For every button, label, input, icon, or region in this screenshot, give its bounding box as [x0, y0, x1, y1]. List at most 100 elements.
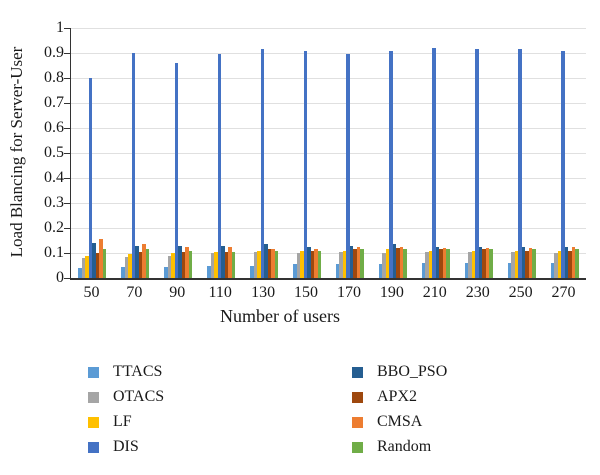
bar-LF-170 — [342, 250, 347, 278]
bar-DIS-210 — [432, 48, 436, 278]
legend-swatch-CMSA — [352, 416, 363, 428]
y-tick-label-0: 0 — [56, 269, 64, 286]
bar-BBO_PSO-230 — [478, 246, 483, 278]
bar-LF-270 — [557, 250, 562, 278]
bar-Random-150 — [317, 250, 322, 278]
bar-DIS-90 — [174, 63, 179, 278]
legend-label-CMSA: CMSA — [377, 413, 423, 430]
bar-DIS-150 — [303, 50, 308, 278]
bar-TTACS-90 — [164, 266, 168, 278]
bar-BBO_PSO-90 — [178, 245, 182, 278]
bar-TTACS-210 — [421, 263, 426, 278]
bar-APX2-210 — [439, 249, 443, 278]
y-tick-mark-0.4 — [64, 177, 70, 179]
y-tick-label-0.8: 0.8 — [44, 69, 64, 86]
x-tick-label-130: 130 — [251, 284, 276, 301]
bar-APX2-170 — [353, 249, 357, 278]
bar-CMSA-70 — [142, 244, 146, 278]
bar-BBO_PSO-70 — [135, 245, 139, 278]
bar-BBO_PSO-210 — [435, 246, 440, 278]
legend-column-1: TTACS OTACS LF DIS — [88, 364, 164, 455]
bar-Random-70 — [145, 249, 150, 278]
x-tick-label-90: 90 — [169, 284, 186, 301]
bar-OTACS-270 — [554, 253, 558, 278]
bar-APX2-150 — [310, 250, 315, 278]
legend-swatch-DIS — [88, 441, 99, 453]
bar-TTACS-130 — [250, 265, 254, 278]
legend-item-OTACS: OTACS — [88, 389, 164, 405]
bar-TTACS-250 — [507, 263, 512, 278]
bar-OTACS-110 — [210, 253, 215, 278]
bar-BBO_PSO-50 — [92, 243, 96, 278]
bar-LF-150 — [300, 250, 304, 278]
bar-group-230 — [457, 28, 500, 278]
bar-DIS-70 — [131, 53, 136, 278]
bar-LF-230 — [471, 250, 476, 278]
bar-LF-190 — [385, 249, 390, 278]
bar-APX2-50 — [95, 253, 100, 278]
bar-TTACS-150 — [293, 264, 297, 278]
bar-Random-270 — [575, 249, 579, 278]
bar-BBO_PSO-190 — [392, 244, 397, 278]
gridline-0.6 — [71, 128, 586, 129]
legend-item-TTACS: TTACS — [88, 364, 164, 380]
bar-DIS-130 — [260, 49, 265, 278]
legend-column-2: BBO_PSO APX2 CMSA Random — [352, 364, 447, 455]
x-axis-title: Number of users — [220, 306, 340, 326]
y-tick-label-0.6: 0.6 — [44, 119, 64, 136]
bar-group-90 — [157, 28, 200, 278]
bar-BBO_PSO-150 — [307, 246, 311, 278]
legend-label-APX2: APX2 — [377, 388, 418, 405]
bar-group-250 — [500, 28, 543, 278]
bar-CMSA-130 — [271, 249, 275, 278]
bar-TTACS-230 — [464, 263, 469, 278]
bar-group-190 — [371, 28, 414, 278]
y-tick-label-1: 1 — [56, 19, 64, 36]
legend-label-Random: Random — [377, 438, 432, 455]
gridline-0.8 — [71, 78, 586, 79]
x-tick-label-150: 150 — [294, 284, 319, 301]
bar-BBO_PSO-130 — [264, 244, 268, 278]
bar-LF-250 — [514, 250, 519, 278]
legend-item-DIS: DIS — [88, 439, 164, 455]
bar-DIS-190 — [389, 50, 393, 278]
y-tick-label-0.9: 0.9 — [44, 44, 64, 61]
bar-group-70 — [114, 28, 157, 278]
bar-OTACS-150 — [296, 253, 301, 278]
bar-LF-50 — [85, 255, 89, 278]
bar-Random-250 — [532, 249, 536, 278]
bar-OTACS-50 — [81, 258, 86, 278]
bar-Random-170 — [360, 249, 364, 278]
bar-TTACS-170 — [335, 264, 340, 278]
bar-DIS-50 — [88, 78, 93, 278]
bar-group-130 — [243, 28, 286, 278]
bar-BBO_PSO-270 — [564, 246, 569, 278]
bar-TTACS-190 — [378, 264, 383, 278]
x-tick-label-50: 50 — [83, 284, 100, 301]
y-tick-mark-0.8 — [64, 77, 70, 79]
bar-group-270 — [543, 28, 586, 278]
bar-LF-90 — [171, 253, 175, 278]
x-tick-label-270: 270 — [551, 284, 576, 301]
bar-OTACS-190 — [382, 253, 386, 278]
y-tick-mark-0.2 — [64, 227, 70, 229]
legend-item-APX2: APX2 — [352, 388, 447, 405]
bar-Random-90 — [188, 250, 193, 278]
bar-APX2-190 — [396, 248, 400, 278]
y-tick-label-0.2: 0.2 — [44, 219, 64, 236]
bar-APX2-70 — [138, 251, 143, 278]
bar-BBO_PSO-250 — [521, 246, 526, 278]
bar-CMSA-150 — [314, 249, 318, 278]
y-tick-label-0.4: 0.4 — [44, 169, 64, 186]
bar-CMSA-270 — [571, 246, 576, 278]
x-tick-label-70: 70 — [126, 284, 143, 301]
x-tick-label-110: 110 — [208, 284, 232, 301]
bar-Random-210 — [446, 249, 450, 278]
plot-area — [64, 27, 586, 280]
y-tick-mark-0.3 — [64, 202, 70, 204]
bar-OTACS-70 — [124, 256, 129, 278]
bar-group-170 — [329, 28, 372, 278]
bar-CMSA-50 — [99, 239, 103, 278]
x-tick-label-170: 170 — [336, 284, 361, 301]
